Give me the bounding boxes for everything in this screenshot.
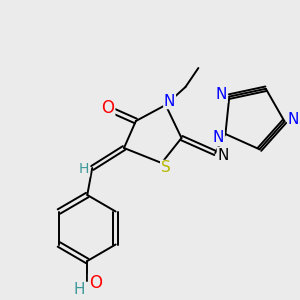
Text: H: H [74, 281, 85, 296]
Text: O: O [102, 99, 115, 117]
Text: N: N [288, 112, 299, 127]
Text: N: N [216, 87, 227, 102]
Text: S: S [161, 160, 170, 175]
Text: N: N [164, 94, 175, 109]
Text: N: N [213, 130, 224, 146]
Text: O: O [89, 274, 102, 292]
Text: N: N [218, 148, 229, 163]
Text: H: H [79, 162, 89, 176]
